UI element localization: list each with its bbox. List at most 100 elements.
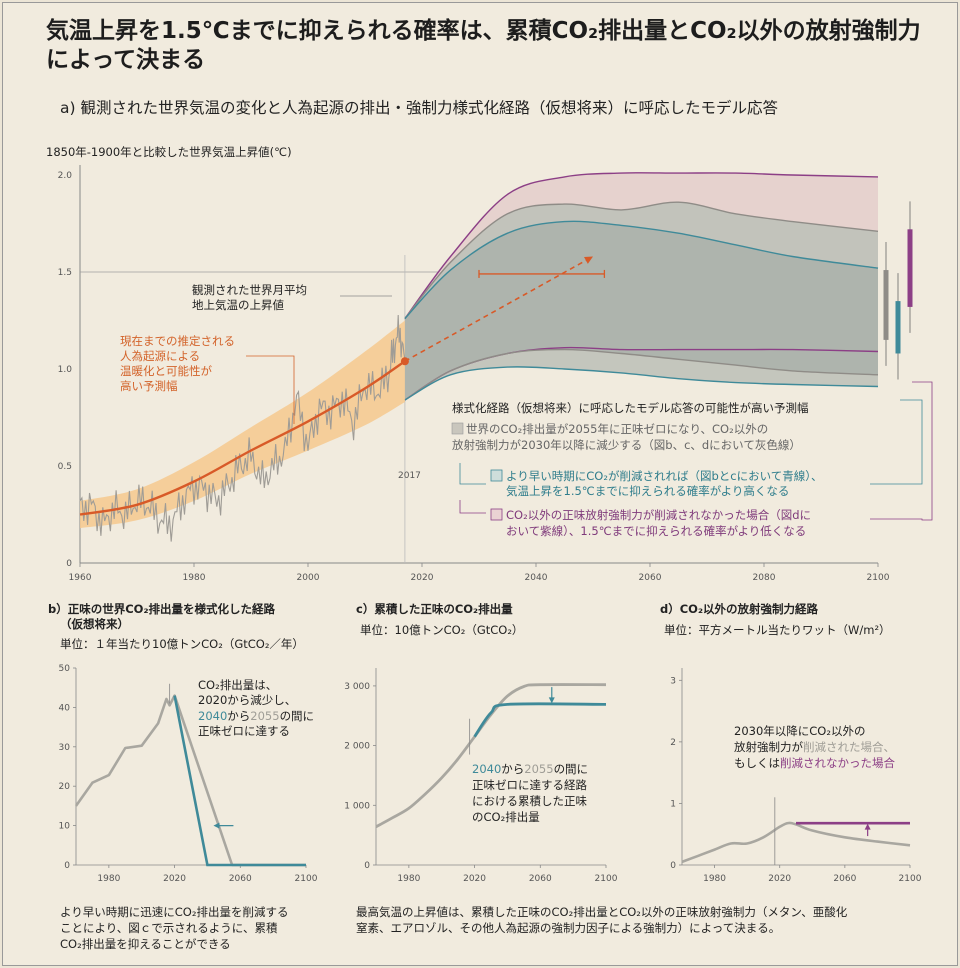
projection-arrow-head [584, 256, 593, 264]
pb-x-tick-label: 1980 [97, 874, 120, 884]
est-label-2: 人為起源による [120, 349, 200, 363]
y-tick-label: 0.5 [58, 462, 72, 472]
panel-c-grey-line [375, 683, 607, 829]
panel-b-note-between: の間に [280, 709, 315, 723]
panel-d-unit: 単位：平方メートル当たりワット（W/m²） [664, 623, 891, 637]
panel-d-plot: 0 1 2 3 1980 2020 2060 2100 [670, 668, 922, 884]
pb-y-tick-label: 50 [59, 664, 71, 674]
panel-c-unit: 単位：10億トンCO₂（GtCO₂） [360, 623, 523, 637]
legend-purple-1: CO₂以外の正味放射強制力が削減されなかった場合（図dに [506, 508, 811, 522]
panel-a-end-bars [883, 201, 913, 380]
purple-band-upper-edge [404, 172, 879, 320]
obs-label-2: 地上気温の上昇値 [192, 298, 284, 312]
legend-purple-swatch [490, 508, 503, 521]
panel-d-note-or: もしくは [734, 756, 780, 770]
pb-y-tick-label: 20 [59, 782, 71, 792]
legend-head: 様式化経路（仮想将来）に呼応したモデル応答の可能性が高い予測幅 [452, 401, 809, 415]
panel-c-plot: 0 1 000 2 000 3 000 1980 2020 2060 2100 [344, 668, 618, 884]
panel-b-note-4: 正味ゼロに達する [198, 724, 290, 738]
panel-c-note-between: の間に [554, 762, 589, 776]
y-tick-label: 0 [66, 559, 72, 569]
panel-a-x-ticks: 1960 1980 2000 2020 2040 2060 2080 2100 [69, 563, 890, 583]
panel-d-note-3: もしくは削減されなかった場合 [734, 756, 895, 770]
x-tick-label: 2080 [753, 573, 776, 583]
panel-b-arrow-head [213, 822, 220, 829]
main-title-line1: 気温上昇を1.5℃までに抑えられる確率は、累積CO₂排出量とCO₂以外の放射強制… [46, 17, 921, 44]
x-tick-label: 2040 [525, 573, 548, 583]
pb-y-tick-label: 0 [64, 861, 70, 871]
panel-c-note-from: から [501, 762, 524, 776]
pc-y-tick-label: 2 000 [344, 742, 370, 752]
panel-b-note-3: 2040から2055の間に [198, 709, 314, 723]
est-label-3: 温暖化と可能性が [120, 364, 212, 378]
panel-b-title-1: b）正味の世界CO₂排出量を様式化した経路 [48, 602, 275, 616]
y-tick-label: 1.5 [58, 268, 72, 278]
panel-a-historical [79, 255, 594, 542]
footer-b-1: より早い時期に迅速にCO₂排出量を削減する [60, 905, 288, 919]
panel-b-unit: 単位：１年当たり10億トンCO₂（GtCO₂／年） [60, 637, 304, 651]
legend-grey-swatch [451, 422, 464, 435]
footer-b-2: ことにより、図ｃで示されるように、累積 [60, 921, 278, 935]
panel-d-note-forcing: 放射強制力が [734, 740, 803, 754]
panel-b-grey-line [74, 694, 306, 867]
panel-c-arrow-head [548, 697, 555, 704]
pb-y-tick-label: 40 [59, 703, 71, 713]
panel-a-subtitle: a) 観測された世界気温の変化と人為起源の排出・強制力様式化経路（仮想将来）に呼… [60, 98, 778, 117]
blue-band [404, 221, 878, 400]
panel-c-note-year2: 2055 [524, 762, 553, 776]
main-title-line2: によって決まる [46, 47, 205, 73]
legend-purple-connector [459, 500, 486, 514]
pd-x-tick-label: 2100 [899, 874, 922, 884]
panel-d-arrow-head [864, 823, 871, 830]
panel-c-title: c）累積した正味のCO₂排出量 [356, 602, 513, 616]
panel-a-plot: 0 0.5 1.0 1.5 2.0 1960 1980 2000 2020 2040 2060 20… [58, 165, 913, 583]
panel-b-title-2: （仮想将来） [60, 617, 129, 631]
pd-y-tick-label: 2 [670, 738, 676, 748]
x-tick-label: 2060 [639, 573, 662, 583]
blue-band-upper-edge [404, 220, 879, 320]
year-marker-label: 2017 [398, 471, 421, 481]
footer-cd-2: 窒素、エアロゾル、その他人為起源の強制力因子による強制力）によって決まる。 [356, 921, 780, 935]
estimated-warming-line [79, 360, 406, 516]
pc-y-tick-label: 1 000 [344, 801, 370, 811]
pb-x-tick-label: 2020 [163, 874, 186, 884]
legend-purple-to-bar [870, 381, 933, 521]
pc-x-tick-label: 1980 [397, 874, 420, 884]
panel-c-note-3: における累積した正味 [472, 794, 587, 808]
grey-band-lower-edge [404, 348, 879, 401]
panel-d-note-2: 放射強制力が削減された場合、 [734, 740, 895, 754]
panel-c-note-2: 正味ゼロに達する経路 [472, 778, 587, 792]
grey-band-upper-edge [404, 201, 879, 320]
legend-purple-2: おいて紫線）、1.5℃までに抑えられる確率がより低くなる [506, 524, 806, 538]
x-tick-label: 1980 [183, 573, 206, 583]
y-tick-label: 2.0 [58, 171, 73, 181]
panel-c-note-1: 2040から2055の間に [472, 762, 588, 776]
x-tick-label: 1960 [69, 573, 92, 583]
panel-b-note-year2: 2055 [250, 709, 279, 723]
panel-b-plot: 0 10 20 30 40 50 1980 2020 2060 2100 [59, 664, 318, 884]
est-label-leader [246, 355, 295, 424]
pd-x-tick-label: 1980 [703, 874, 726, 884]
legend-blue-1: より早い時期にCO₂が削減されれば（図bとcにおいて青線）、 [506, 469, 823, 483]
est-label-4: 高い予測幅 [120, 379, 178, 393]
pd-y-tick-label: 0 [670, 861, 676, 871]
pd-y-tick-label: 3 [670, 676, 676, 686]
legend-blue-2: 気温上昇を1.5℃までに抑えられる確率がより高くなる [506, 484, 789, 498]
pb-y-tick-label: 10 [59, 822, 71, 832]
panel-b-blue-line [173, 695, 306, 867]
blue-band-lower-edge [404, 366, 879, 401]
legend-blue-swatch [490, 469, 503, 482]
footer-cd-1: 最高気温の上昇値は、累積した正味のCO₂排出量とCO₂以外の正味放射強制力（メタ… [356, 905, 848, 919]
est-label-1: 現在までの推定される [120, 334, 235, 348]
purple-end-bar [907, 229, 913, 307]
panel-d-note-1: 2030年以降にCO₂以外の [734, 724, 865, 738]
panel-d-note-not-reduced: 削減されなかった場合 [780, 756, 895, 770]
panel-b-note-from: から [227, 709, 250, 723]
panel-b-note-year1: 2040 [198, 709, 227, 723]
panel-d-grey-line [681, 821, 911, 864]
pb-y-tick-label: 30 [59, 743, 71, 753]
pc-y-tick-label: 3 000 [344, 682, 370, 692]
x-tick-label: 2100 [867, 573, 890, 583]
panel-c-blue-line [473, 702, 607, 738]
